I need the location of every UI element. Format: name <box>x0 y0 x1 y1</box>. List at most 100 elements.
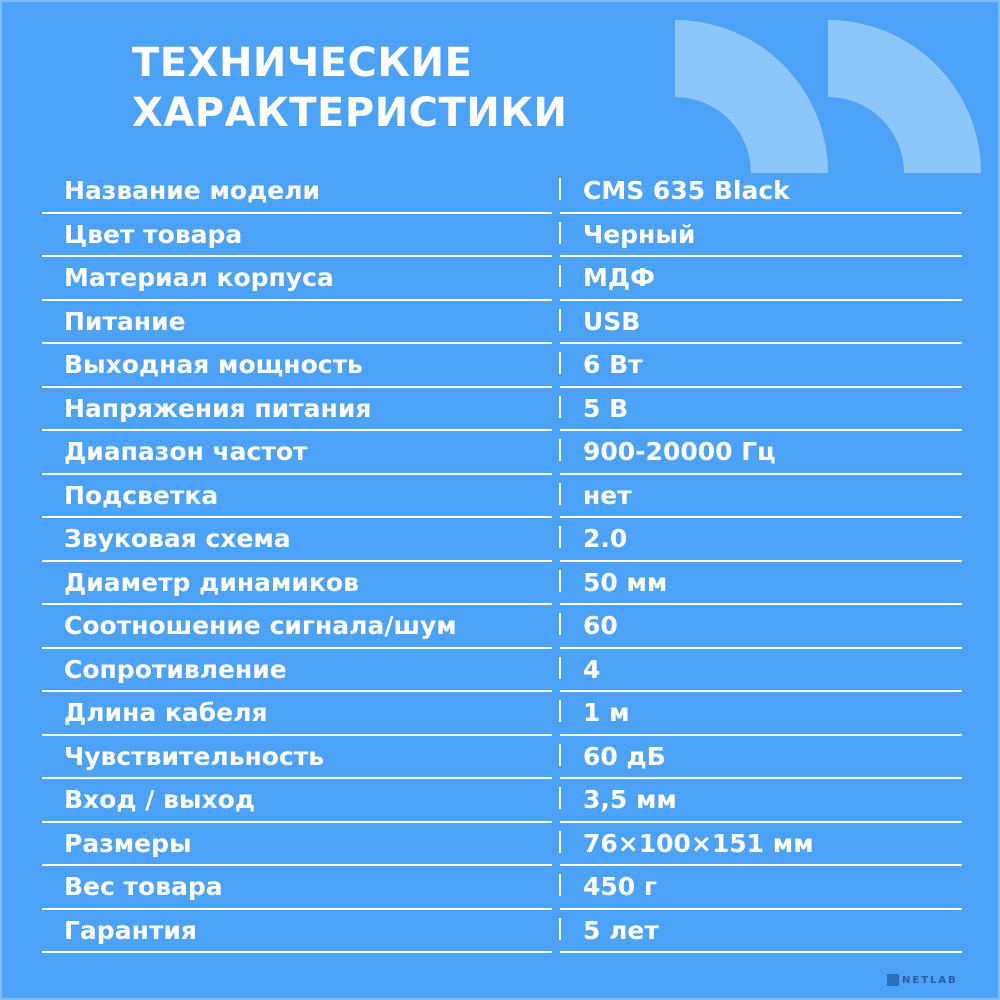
spec-value: 900-20000 Гц <box>583 437 776 466</box>
spec-value: 3,5 мм <box>583 785 677 814</box>
row-underline <box>560 820 962 823</box>
row-underline <box>42 603 552 605</box>
spec-row: Питание USB <box>42 301 962 344</box>
row-underline <box>560 516 962 518</box>
spec-row: Вес товара 450 г <box>42 866 962 910</box>
spec-name: Чувствительность <box>64 741 325 771</box>
row-underline <box>560 690 962 692</box>
row-underline <box>42 864 552 866</box>
spec-value: МДФ <box>583 263 655 292</box>
spec-name: Длина кабеля <box>64 698 268 727</box>
spec-row: Название модели CMS 635 Black <box>42 170 962 214</box>
spec-row: Диапазон частот 900-20000 Гц <box>42 431 962 475</box>
column-separator <box>559 395 561 418</box>
spec-value: 50 мм <box>583 567 668 597</box>
spec-name: Питание <box>64 306 186 336</box>
row-underline <box>560 385 962 388</box>
row-underline <box>42 777 552 779</box>
spec-value: 5 В <box>583 393 629 423</box>
row-underline <box>42 733 552 736</box>
spec-name: Диаметр динамиков <box>64 567 359 597</box>
row-underline <box>42 690 552 692</box>
spec-name: Материал корпуса <box>64 263 334 292</box>
column-separator <box>559 874 561 896</box>
spec-name: Напряжения питания <box>64 393 372 423</box>
spec-name: Вес товара <box>64 872 223 901</box>
column-separator <box>559 482 561 505</box>
spec-row: Диаметр динамиков 50 мм <box>42 562 962 605</box>
title: ТЕХНИЧЕСКИЕ ХАРАКТЕРИСТИКИ <box>132 38 567 138</box>
spec-row: Сопротивление 4 <box>42 649 962 692</box>
row-underline <box>42 646 552 649</box>
spec-name: Вход / выход <box>64 785 256 814</box>
row-underline <box>560 298 962 301</box>
column-separator <box>559 439 561 461</box>
spec-value: 450 г <box>583 872 657 901</box>
column-separator <box>559 700 561 722</box>
spec-row: Вход / выход 3,5 мм <box>42 779 962 823</box>
row-underline <box>42 255 552 257</box>
row-underline <box>560 733 962 736</box>
spec-value: Черный <box>583 219 696 249</box>
column-separator <box>559 569 561 592</box>
spec-row: Длина кабеля 1 м <box>42 692 962 736</box>
logo-icon <box>887 974 899 986</box>
spec-value: нет <box>583 480 632 510</box>
row-underline <box>560 472 962 475</box>
row-underline <box>42 951 552 953</box>
row-underline <box>560 429 962 431</box>
logo: NETLAB <box>887 974 958 986</box>
row-underline <box>560 951 962 953</box>
spec-value: 76×100×151 мм <box>583 828 814 858</box>
row-underline <box>42 516 552 518</box>
column-separator <box>559 308 561 331</box>
column-separator <box>559 917 561 940</box>
row-underline <box>42 211 552 214</box>
column-separator <box>559 352 561 374</box>
row-underline <box>560 864 962 866</box>
row-underline <box>560 255 962 257</box>
spec-name: Подсветка <box>64 480 219 510</box>
row-underline <box>560 211 962 214</box>
spec-value: 1 м <box>583 698 630 727</box>
spec-name: Гарантия <box>64 915 197 945</box>
row-underline <box>42 298 552 301</box>
row-underline <box>560 777 962 779</box>
quote-mark <box>675 20 828 173</box>
row-underline <box>42 820 552 823</box>
row-underline <box>560 342 962 344</box>
spec-value: USB <box>583 306 641 336</box>
spec-row: Звуковая схема 2.0 <box>42 518 962 562</box>
spec-row: Чувствительность 60 дБ <box>42 736 962 779</box>
row-underline <box>42 472 552 475</box>
row-underline <box>560 907 962 910</box>
spec-row: Соотношение сигнала/шум 60 <box>42 605 962 649</box>
logo-text: NETLAB <box>902 974 958 986</box>
spec-value: 2.0 <box>583 524 628 553</box>
spec-name: Название модели <box>64 176 321 205</box>
row-underline <box>42 907 552 910</box>
spec-name: Звуковая схема <box>64 524 291 553</box>
spec-value: 4 <box>583 654 601 684</box>
spec-name: Цвет товара <box>64 219 243 249</box>
spec-row: Размеры 76×100×151 мм <box>42 823 962 866</box>
spec-name: Сопротивление <box>64 654 287 684</box>
row-underline <box>560 603 962 605</box>
row-underline <box>42 559 552 562</box>
spec-row: Напряжения питания 5 В <box>42 388 962 431</box>
spec-row: Выходная мощность 6 Вт <box>42 344 962 388</box>
spec-value: CMS 635 Black <box>583 176 790 205</box>
column-separator <box>559 265 561 287</box>
spec-name: Размеры <box>64 828 192 858</box>
row-underline <box>42 342 552 344</box>
spec-row: Гарантия 5 лет <box>42 910 962 953</box>
spec-value: 60 дБ <box>583 741 666 771</box>
spec-row: Цвет товара Черный <box>42 214 962 257</box>
row-underline <box>560 646 962 649</box>
column-separator <box>559 526 561 548</box>
title-line: ТЕХНИЧЕСКИЕ <box>132 40 473 86</box>
spec-name: Диапазон частот <box>64 437 308 466</box>
spec-value: 60 <box>583 611 618 640</box>
